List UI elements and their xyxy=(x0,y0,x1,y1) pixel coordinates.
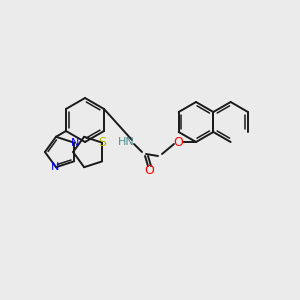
Text: O: O xyxy=(173,136,183,148)
Text: N: N xyxy=(51,162,59,172)
Text: O: O xyxy=(144,164,154,176)
Text: N: N xyxy=(71,138,79,148)
Text: S: S xyxy=(98,136,106,149)
Text: HN: HN xyxy=(118,137,134,147)
